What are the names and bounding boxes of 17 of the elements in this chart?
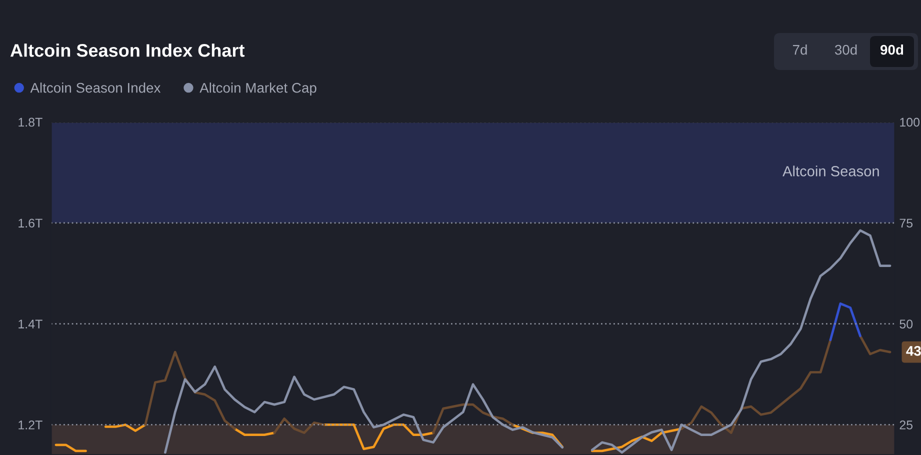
y2-tick-label: 25 (900, 420, 913, 430)
y2-tick-label: 100 (900, 118, 920, 127)
y-tick-label: 1.4T (18, 320, 42, 328)
y-tick-label: 1.8T (18, 118, 42, 127)
y-tick-label: 1.6T (18, 218, 42, 228)
y2-tick-label: 75 (900, 218, 913, 228)
band-label: Altcoin Season (782, 166, 879, 176)
y2-tick-label: 50 (900, 320, 913, 328)
y-tick-label: 1.2T (18, 420, 42, 430)
line-series (829, 302, 862, 342)
text: 30d (834, 44, 857, 55)
chart-title: Altcoin Season Index Chart (10, 44, 245, 57)
text: 90d (880, 44, 904, 55)
legend-label: Altcoin Market Cap (200, 82, 316, 96)
data-label: 43 (906, 346, 921, 356)
text: 7d (792, 44, 807, 55)
legend-label: Altcoin Season Index (30, 82, 161, 93)
